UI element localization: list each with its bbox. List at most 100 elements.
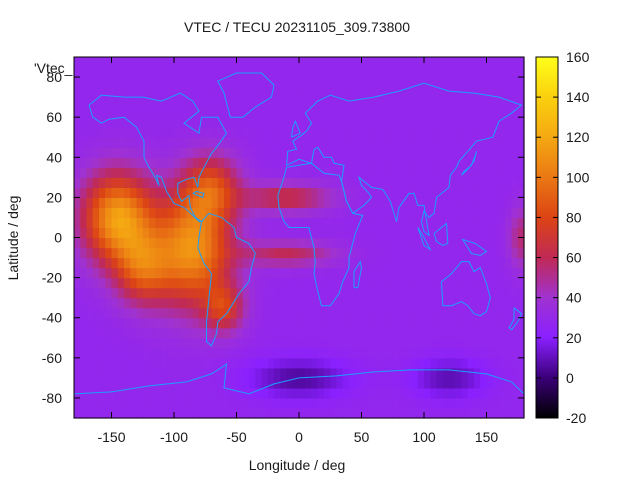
heatmap-cell (292, 207, 300, 219)
heatmap-cell (249, 307, 256, 319)
heatmap-cell (161, 167, 169, 178)
heatmap-cell (92, 257, 100, 269)
heatmap-cell (474, 167, 481, 178)
heatmap-cell (374, 157, 381, 168)
heatmap-cell (442, 107, 450, 118)
heatmap-cell (261, 217, 269, 229)
heatmap-cell (199, 177, 206, 188)
heatmap-cell (292, 257, 300, 269)
heatmap-cell (405, 387, 413, 399)
heatmap-cell (442, 197, 450, 209)
heatmap-cell (367, 327, 375, 339)
heatmap-cell (124, 347, 131, 359)
heatmap-cell (236, 167, 244, 178)
heatmap-cell (299, 397, 306, 409)
heatmap-cell (436, 397, 444, 409)
heatmap-cell (492, 107, 500, 118)
heatmap-cell (324, 57, 331, 68)
heatmap-cell (249, 207, 256, 219)
heatmap-cell (167, 77, 175, 88)
heatmap-cell (199, 157, 206, 168)
heatmap-cell (392, 157, 400, 168)
heatmap-cell (480, 377, 488, 389)
heatmap-cell (399, 177, 406, 188)
heatmap-cell (399, 247, 406, 259)
heatmap-cell (511, 297, 519, 309)
heatmap-cell (117, 177, 125, 188)
heatmap-cell (186, 77, 194, 88)
heatmap-cell (105, 107, 113, 118)
heatmap-cell (399, 267, 406, 279)
heatmap-cell (411, 237, 419, 249)
heatmap-cell (386, 337, 394, 349)
heatmap-cell (317, 337, 325, 349)
heatmap-cell (480, 107, 488, 118)
heatmap-cell (342, 247, 350, 259)
heatmap-cell (299, 97, 306, 108)
heatmap-cell (336, 387, 344, 399)
heatmap-cell (199, 297, 206, 309)
heatmap-cell (436, 287, 444, 299)
heatmap-cell (499, 357, 506, 369)
heatmap-cell (367, 367, 375, 379)
heatmap-cell (374, 137, 381, 148)
heatmap-cell (242, 297, 250, 309)
heatmap-cell (424, 247, 431, 259)
heatmap-cell (417, 277, 425, 289)
heatmap-cell (330, 67, 338, 78)
heatmap-cell (380, 177, 388, 188)
heatmap-cell (474, 77, 481, 88)
heatmap-cell (386, 177, 394, 188)
heatmap-cell (99, 287, 106, 299)
heatmap-cell (111, 147, 119, 158)
heatmap-cell (186, 157, 194, 168)
heatmap-cell (505, 297, 513, 309)
heatmap-cell (192, 287, 200, 299)
heatmap-cell (261, 317, 269, 329)
heatmap-cell (311, 387, 319, 399)
heatmap-cell (174, 317, 181, 329)
heatmap-cell (486, 247, 494, 259)
heatmap-cell (224, 397, 231, 409)
heatmap-cell (267, 237, 275, 249)
heatmap-cell (386, 97, 394, 108)
heatmap-cell (174, 137, 181, 148)
heatmap-cell (292, 87, 300, 98)
heatmap-cell (280, 67, 288, 78)
heatmap-cell (324, 177, 331, 188)
heatmap-cell (186, 217, 194, 229)
heatmap-cell (92, 357, 100, 369)
heatmap-cell (386, 107, 394, 118)
colorbar-tick-label: 140 (566, 89, 590, 105)
heatmap-cell (349, 227, 356, 239)
heatmap-cell (392, 197, 400, 209)
heatmap-cell (317, 177, 325, 188)
heatmap-cell (74, 397, 81, 409)
heatmap-cell (255, 117, 263, 128)
heatmap-cell (117, 367, 125, 379)
heatmap-cell (280, 287, 288, 299)
heatmap-cell (192, 87, 200, 98)
heatmap-cell (142, 337, 150, 349)
heatmap-cell (117, 317, 125, 329)
heatmap-cell (267, 87, 275, 98)
heatmap-cell (517, 127, 525, 138)
heatmap-cell (117, 147, 125, 158)
heatmap-cell (124, 367, 131, 379)
heatmap-cell (99, 307, 106, 319)
heatmap-cell (155, 107, 163, 118)
heatmap-cell (74, 117, 81, 128)
heatmap-cell (367, 207, 375, 219)
heatmap-cell (405, 177, 413, 188)
heatmap-cell (399, 117, 406, 128)
heatmap-cell (117, 217, 125, 229)
heatmap-cell (186, 347, 194, 359)
heatmap-cell (330, 397, 338, 409)
heatmap-cell (261, 207, 269, 219)
heatmap-cell (405, 137, 413, 148)
heatmap-cell (517, 197, 525, 209)
heatmap-cell (442, 117, 450, 128)
heatmap-cell (105, 187, 113, 198)
heatmap-cell (480, 177, 488, 188)
